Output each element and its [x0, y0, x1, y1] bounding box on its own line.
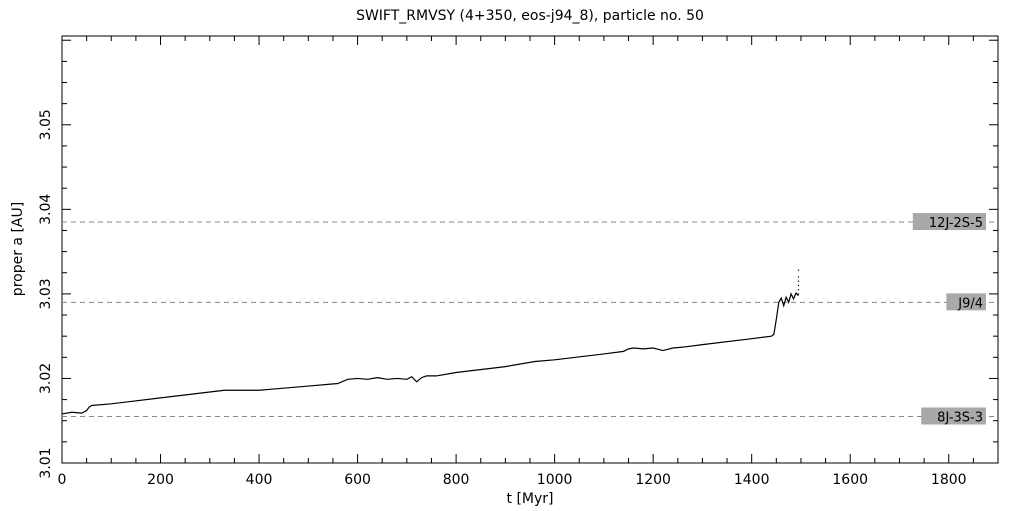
- scatter-point: [797, 284, 800, 287]
- plot-frame: [61, 35, 999, 464]
- y-tick-label: 3.01: [38, 447, 54, 478]
- x-axis-label: t [Myr]: [507, 491, 554, 507]
- data-series: [61, 269, 800, 415]
- chart-title: SWIFT_RMVSY (4+350, eos-j94_8), particle…: [356, 8, 704, 24]
- x-tick-label: 400: [246, 472, 273, 488]
- reference-label: 12J-2S-5: [929, 216, 983, 231]
- series-line: [61, 291, 799, 415]
- reference-label-box: [921, 407, 986, 425]
- x-tick-label: 800: [443, 472, 470, 488]
- reference-lines: 12J-2S-5 J9/4 8J-3S-3: [62, 213, 998, 425]
- y-tick-label: 3.05: [38, 109, 54, 140]
- x-tick-label: 1200: [635, 472, 671, 488]
- scatter-point: [797, 280, 800, 282]
- reference-label: 8J-3S-3: [937, 410, 983, 425]
- axis-ticks: [61, 36, 999, 464]
- x-tick-label: 1400: [734, 472, 770, 488]
- x-tick-label: 1800: [931, 472, 967, 488]
- y-tick-label: 3.02: [38, 363, 54, 394]
- x-tick-label: 200: [147, 472, 174, 488]
- x-tick-label: 1600: [832, 472, 868, 488]
- reference-label-box: [946, 293, 986, 311]
- y-axis-label: proper a [AU]: [10, 202, 26, 296]
- y-tick-label: 3.03: [38, 278, 54, 309]
- x-tick-label: 1000: [537, 472, 573, 488]
- scatter-point: [797, 276, 800, 278]
- scatter-point: [797, 289, 800, 291]
- x-tick-label: 0: [58, 472, 67, 488]
- plot-border: [61, 35, 999, 464]
- tick-labels: 0 200 400 600 800 1000 1200 1400 1600 1800 3.01 3.0…: [38, 109, 967, 488]
- reference-label: J9/4: [957, 296, 983, 311]
- x-tick-label: 600: [344, 472, 371, 488]
- y-tick-label: 3.04: [38, 194, 54, 225]
- scatter-point: [797, 269, 800, 271]
- reference-label-box: [912, 213, 986, 231]
- scatter-point: [797, 293, 800, 295]
